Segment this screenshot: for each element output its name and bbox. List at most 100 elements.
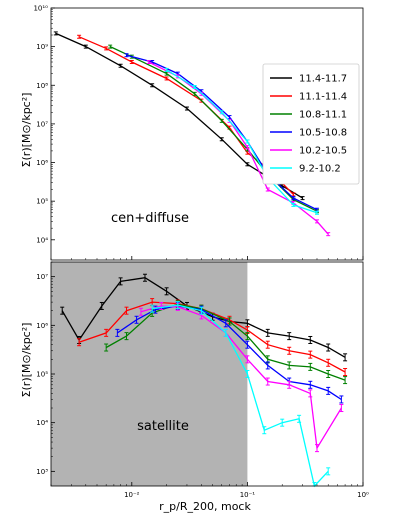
legend-label: 10.5-10.8 <box>299 128 347 139</box>
bottom-data-point <box>60 306 65 315</box>
bottom-data-point <box>265 377 270 386</box>
bottom-y-tick-label: 10⁵ <box>36 371 48 379</box>
bottom-data-point <box>314 444 319 453</box>
top-y-tick-label: 10⁹ <box>36 43 48 51</box>
top-y-tick-label: 10¹⁰ <box>33 5 48 13</box>
bottom-data-point <box>223 319 228 328</box>
x-axis-label: r_p/R_200, mock <box>159 500 251 513</box>
bottom-data-point <box>308 335 313 344</box>
top-data-point <box>291 196 296 201</box>
legend-label: 11.4-11.7 <box>299 74 347 85</box>
top-data-point <box>192 91 197 96</box>
bottom-data-point <box>142 273 147 282</box>
bottom-data-point <box>326 386 331 395</box>
top-data-point <box>326 232 331 237</box>
bottom-data-point <box>343 353 348 362</box>
legend-label: 9.2-10.2 <box>299 164 341 175</box>
bottom-x-tick-label: 10⁻² <box>124 491 140 499</box>
bottom-x-tick-label: 10⁻¹ <box>240 491 256 499</box>
legend-label: 10.8-11.1 <box>299 110 347 121</box>
legend-box <box>262 63 360 185</box>
bottom-data-point <box>308 362 313 371</box>
bottom-data-point <box>262 426 267 435</box>
bottom-y-tick-label: 10⁷ <box>36 273 48 281</box>
bottom-data-point <box>265 328 270 337</box>
top-data-point <box>104 46 109 51</box>
shaded-region <box>51 262 248 486</box>
bottom-data-point <box>245 370 250 378</box>
top-data-point <box>300 196 305 201</box>
bottom-data-point <box>104 328 109 337</box>
top-y-tick-label: 10⁴ <box>36 236 48 244</box>
bottom-y-tick-label: 10⁴ <box>36 419 48 427</box>
top-data-point <box>53 31 58 36</box>
bottom-data-point <box>245 355 250 364</box>
bottom-data-point <box>223 328 228 337</box>
top-y-tick-label: 10⁷ <box>36 120 48 128</box>
top-data-point <box>77 34 82 39</box>
bottom-data-point <box>265 361 270 370</box>
top-data-point <box>219 137 224 142</box>
top-data-point <box>164 67 169 72</box>
bottom-data-point <box>287 380 292 389</box>
top-data-point <box>118 63 123 68</box>
legend-label: 10.2-10.5 <box>299 146 347 157</box>
bottom-data-point <box>339 395 344 404</box>
top-data-point <box>314 219 319 224</box>
bottom-series-line-5 <box>152 304 329 488</box>
bottom-data-point <box>297 414 302 423</box>
top-data-point <box>129 60 134 65</box>
bottom-y-axis-label: Σ(r)[M⊙/kpc²] <box>20 323 33 398</box>
top-data-point <box>245 145 250 150</box>
bottom-panel: 10³ 10⁴ 10⁵ 10⁶ 10⁷ 10⁻² 10⁻¹ 10⁰ <box>36 261 369 499</box>
top-data-point <box>184 106 189 111</box>
bottom-data-point <box>287 346 292 355</box>
bottom-data-point <box>265 340 270 349</box>
top-y-tick-label: 10⁸ <box>36 82 48 90</box>
bottom-data-point <box>99 301 104 310</box>
bottom-data-point <box>104 343 109 352</box>
top-data-point <box>245 162 250 167</box>
bottom-data-point <box>308 389 313 398</box>
bottom-data-point <box>326 343 331 352</box>
bottom-data-point <box>308 380 313 389</box>
bottom-data-point <box>159 301 164 310</box>
top-y-axis-label: Σ(r)[M⊙/kpc²] <box>20 93 33 168</box>
bottom-data-point <box>308 350 313 359</box>
bottom-data-point <box>287 332 292 341</box>
legend-label: 11.1-11.4 <box>299 92 347 103</box>
bottom-series-line-2 <box>105 303 346 381</box>
top-data-point <box>108 44 113 49</box>
top-data-point <box>291 202 296 207</box>
bottom-data-point <box>287 361 292 370</box>
top-y-tick-label: 10⁶ <box>36 159 48 167</box>
bottom-panel-annotation: satellite <box>137 419 189 434</box>
bottom-data-point <box>124 306 129 315</box>
bottom-y-tick-label: 10³ <box>36 468 48 476</box>
bottom-data-point <box>245 340 250 349</box>
bottom-data-point <box>326 370 331 378</box>
bottom-data-point <box>115 328 120 337</box>
bottom-data-point <box>326 358 331 367</box>
bottom-data-point <box>199 306 204 315</box>
top-panel: 10⁴ 10⁵ 10⁶ 10⁷ 10⁸ 10⁹ 10¹⁰ <box>33 5 364 261</box>
top-data-point <box>164 76 169 81</box>
bottom-x-tick-label: 10⁰ <box>357 491 369 499</box>
top-axes-frame <box>50 7 364 261</box>
bottom-data-point <box>245 332 250 341</box>
top-data-point <box>265 187 270 192</box>
bottom-data-point <box>326 467 331 476</box>
bottom-data-point <box>118 277 123 286</box>
bottom-data-point <box>343 367 348 376</box>
top-data-point <box>314 210 319 215</box>
top-data-point <box>146 60 151 65</box>
top-data-point <box>124 53 129 58</box>
bottom-data-point <box>164 287 169 296</box>
bottom-y-tick-label: 10⁶ <box>36 322 48 330</box>
bottom-data-point <box>175 301 180 310</box>
top-data-point <box>227 115 232 120</box>
legend: 11.4-11.7 11.1-11.4 10.8-11.1 10.5-10.8 10.2… <box>262 63 360 185</box>
top-data-point <box>150 83 155 88</box>
top-data-point <box>291 192 296 197</box>
